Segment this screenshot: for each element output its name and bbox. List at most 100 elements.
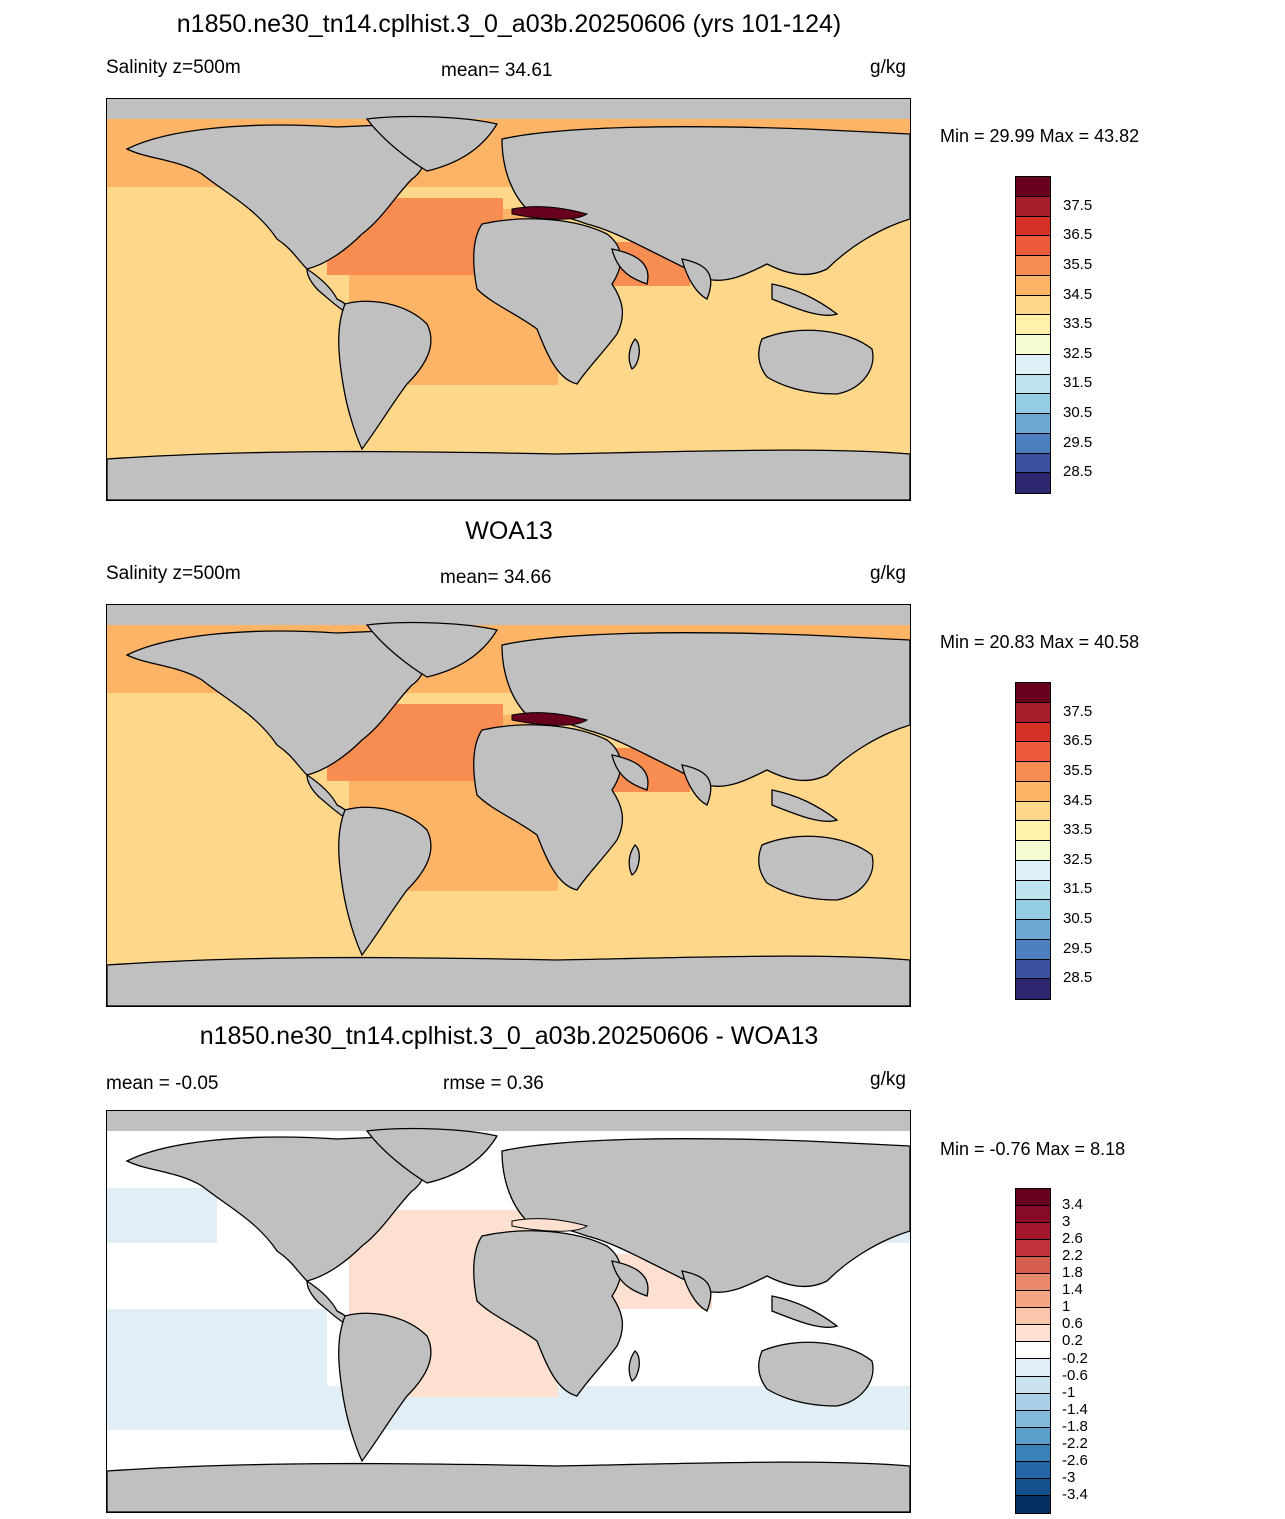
colorbar-label: 34.5 — [1063, 791, 1093, 809]
panel1-title: n1850.ne30_tn14.cplhist.3_0_a03b.2025060… — [176, 10, 842, 38]
colorbar-swatch — [1016, 256, 1050, 276]
colorbar-swatch — [1016, 683, 1050, 703]
land-mass — [107, 449, 910, 500]
colorbar-label: -2.2 — [1062, 1434, 1088, 1452]
colorbar-label: 1.8 — [1062, 1264, 1083, 1282]
colorbar-label: 3.4 — [1062, 1196, 1083, 1214]
colorbar-swatch — [1016, 1495, 1050, 1513]
land-mass — [125, 123, 428, 270]
panel3-map — [106, 1110, 911, 1513]
panel2-map-graphic — [107, 605, 910, 1006]
colorbar-label: 2.6 — [1062, 1230, 1083, 1248]
colorbar-swatch — [1016, 979, 1050, 999]
land-mass — [628, 1350, 640, 1382]
colorbar-label: 3 — [1062, 1213, 1071, 1231]
colorbar-label: 28.5 — [1063, 463, 1093, 481]
colorbar-swatch — [1016, 473, 1050, 493]
land-mass — [681, 258, 712, 300]
colorbar-swatch — [1016, 453, 1050, 474]
land-mass — [628, 338, 640, 370]
land-mass — [758, 329, 874, 395]
colorbar-swatch — [1016, 315, 1050, 335]
land-mass — [611, 248, 649, 285]
colorbar-label: 33.5 — [1063, 821, 1093, 839]
colorbar-label: 0.6 — [1062, 1315, 1083, 1333]
land-mass — [125, 629, 428, 776]
colorbar-label: -0.2 — [1062, 1349, 1088, 1367]
panel3-title: n1850.ne30_tn14.cplhist.3_0_a03b.2025060… — [199, 1022, 819, 1050]
colorbar-swatch — [1016, 801, 1050, 822]
colorbar-swatch — [1016, 374, 1050, 395]
panel1-variable-label: Salinity z=500m — [106, 57, 241, 78]
colorbar-label: 35.5 — [1063, 761, 1093, 779]
colorbar-swatch — [1016, 939, 1050, 960]
colorbar-swatch — [1016, 1325, 1050, 1343]
panel1-mean-label: mean= 34.61 — [441, 60, 553, 81]
land-mass — [681, 764, 712, 806]
land-mass — [365, 115, 499, 172]
colorbar-label: 36.5 — [1063, 732, 1093, 750]
colorbar-swatch — [1016, 1257, 1050, 1275]
colorbar-label: -1.4 — [1062, 1400, 1088, 1418]
colorbar-swatch — [1016, 1308, 1050, 1326]
land-mass — [628, 844, 640, 876]
colorbar-swatch — [1016, 1359, 1050, 1377]
colorbar-label: -0.6 — [1062, 1366, 1088, 1384]
colorbar-swatch — [1016, 1240, 1050, 1258]
panel2-mean-label: mean= 34.66 — [440, 567, 552, 588]
panel2-variable-label: Salinity z=500m — [106, 563, 241, 584]
panel2-colorbar — [1015, 682, 1051, 1000]
colorbar-label: 29.5 — [1063, 939, 1093, 957]
land-mass — [473, 724, 624, 891]
panel2-units-label: g/kg — [870, 563, 906, 584]
land-mass — [365, 621, 499, 678]
land-mass — [365, 1127, 499, 1184]
land-mass — [758, 1341, 874, 1407]
colorbar-swatch — [1016, 920, 1050, 940]
land-mass — [771, 283, 839, 316]
colorbar-label: 32.5 — [1063, 344, 1093, 362]
colorbar-swatch — [1016, 196, 1050, 217]
colorbar-label: 30.5 — [1063, 910, 1093, 927]
colorbar-swatch — [1016, 860, 1050, 881]
colorbar-label: 31.5 — [1063, 374, 1093, 392]
colorbar-swatch — [1016, 1478, 1050, 1496]
land-mass — [771, 1295, 839, 1328]
colorbar-label: -2.6 — [1062, 1451, 1088, 1469]
colorbar-swatch — [1016, 1393, 1050, 1411]
colorbar-label: 30.5 — [1063, 404, 1093, 421]
land-mass — [107, 955, 910, 1006]
colorbar-swatch — [1016, 1206, 1050, 1224]
colorbar-swatch — [1016, 841, 1050, 861]
colorbar-swatch — [1016, 335, 1050, 355]
panel1-colorbar — [1015, 176, 1051, 494]
land-mass — [338, 1312, 432, 1463]
colorbar-label: -3 — [1062, 1468, 1076, 1486]
mediterranean-sea — [511, 1218, 589, 1232]
land-mass — [338, 806, 432, 957]
land-mass — [611, 754, 649, 791]
colorbar-swatch — [1016, 722, 1050, 743]
colorbar-swatch — [1016, 1274, 1050, 1292]
panel2-minmax: Min = 20.83 Max = 40.58 — [940, 632, 1140, 652]
panel3-rmse-label: rmse = 0.36 — [443, 1073, 544, 1094]
colorbar-swatch — [1016, 781, 1050, 802]
colorbar-label: 31.5 — [1063, 880, 1093, 898]
colorbar-label: 36.5 — [1063, 226, 1093, 244]
colorbar-swatch — [1016, 900, 1050, 920]
colorbar-swatch — [1016, 1342, 1050, 1360]
colorbar-swatch — [1016, 702, 1050, 723]
land-mass — [611, 1260, 649, 1297]
panel1-map — [106, 98, 911, 501]
land-mass — [125, 1135, 428, 1282]
land-mass — [758, 835, 874, 901]
colorbar-swatch — [1016, 742, 1050, 762]
panel3-map-graphic — [107, 1111, 910, 1512]
panel3-units-label: g/kg — [870, 1069, 906, 1090]
colorbar-swatch — [1016, 1223, 1050, 1241]
colorbar-swatch — [1016, 880, 1050, 901]
colorbar-label: 1.4 — [1062, 1281, 1083, 1299]
colorbar-swatch — [1016, 1291, 1050, 1309]
colorbar-swatch — [1016, 216, 1050, 237]
colorbar-swatch — [1016, 1427, 1050, 1445]
